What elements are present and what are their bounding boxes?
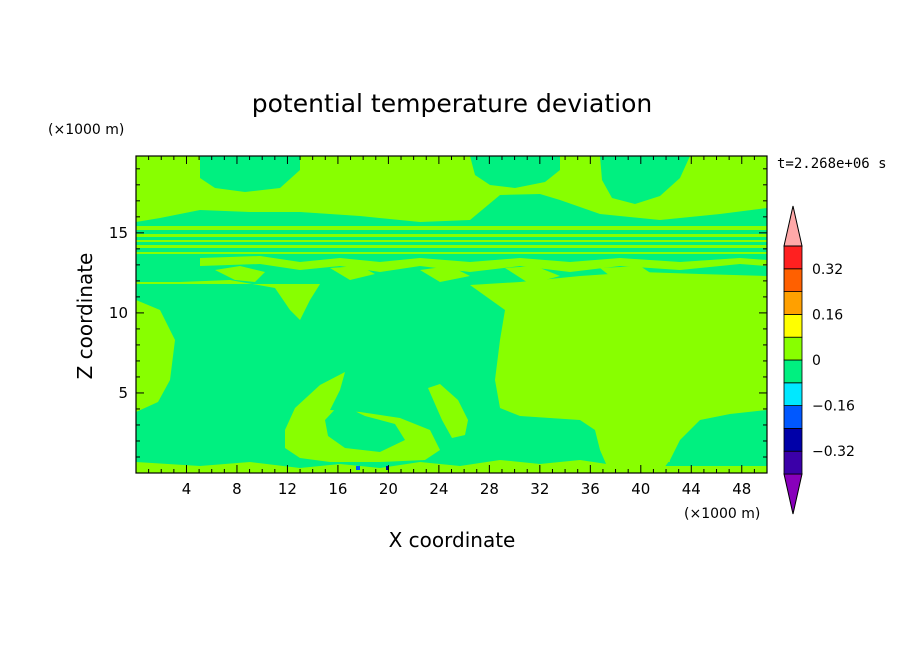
colorbar-swatch	[783, 450, 803, 475]
x-tick-label: 12	[278, 480, 297, 498]
y-axis: 5 10 15	[109, 168, 767, 458]
contour-lower-right-teal	[690, 418, 767, 473]
colorbar-tick-label: −0.32	[812, 444, 855, 460]
contour-blue-spot	[356, 466, 360, 470]
colorbar-swatch	[783, 245, 803, 270]
band-c	[136, 240, 767, 242]
contour-right-lime	[470, 272, 767, 473]
x-tick-label: 16	[328, 480, 347, 498]
band-e	[136, 252, 767, 254]
x-unit-label: (×1000 m)	[684, 506, 760, 522]
contour-left-lime	[136, 280, 320, 412]
y-unit-label: (×1000 m)	[48, 122, 124, 138]
x-tick-label: 20	[379, 480, 398, 498]
x-tick-label: 40	[631, 480, 650, 498]
x-tick-label: 8	[232, 480, 242, 498]
chart-title: potential temperature deviation	[252, 89, 652, 118]
x-tick-label: 24	[429, 480, 448, 498]
x-tick-label: 32	[530, 480, 549, 498]
contour-hook-left-inner	[325, 404, 405, 452]
y-tick-label: 15	[109, 224, 128, 242]
colorbar-tick-label: 0.16	[812, 307, 843, 323]
contour-field	[136, 156, 767, 473]
band-d	[136, 245, 767, 248]
x-tick-label: 48	[732, 480, 751, 498]
x-tick-label: 36	[581, 480, 600, 498]
band-wavy-1	[200, 256, 767, 272]
colorbar-swatch	[783, 336, 803, 361]
colorbar-tick-label: 0	[812, 353, 821, 369]
colorbar: 0.32 0.16 0 −0.16 −0.32	[783, 205, 855, 515]
colorbar-swatch	[783, 427, 803, 452]
contour-bottom-bits	[136, 460, 767, 473]
y-tick-label: 10	[109, 304, 128, 322]
colorbar-swatch	[783, 313, 803, 338]
contour-small-lime	[655, 442, 670, 462]
colorbar-swatch	[783, 359, 803, 384]
band-a	[136, 226, 767, 230]
contour-top-patch-right	[600, 156, 690, 204]
time-label: t=2.268e+06 s	[777, 156, 887, 172]
contour-top-patch-left	[200, 156, 300, 192]
contour-darkblue-spot	[386, 466, 389, 470]
colorbar-swatch	[783, 291, 803, 315]
y-axis-title: Z coordinate	[73, 253, 97, 380]
band-b	[136, 234, 767, 237]
x-axis-title: X coordinate	[389, 528, 516, 552]
colorbar-extend-high	[783, 205, 803, 247]
x-tick-label: 44	[682, 480, 701, 498]
x-tick-label: 28	[480, 480, 499, 498]
colorbar-tick-label: −0.16	[812, 399, 855, 415]
colorbar-tick-label: 0.32	[812, 262, 843, 278]
contour-hook-mid	[428, 384, 468, 438]
y-tick-label: 5	[118, 384, 128, 402]
colorbar-swatch	[783, 405, 803, 429]
colorbar-swatch	[783, 382, 803, 406]
colorbar-swatch	[783, 268, 803, 292]
colorbar-extend-low	[783, 473, 803, 515]
x-axis: 4 8 12 16 20 24 28 32 36 40 44 48	[148, 156, 755, 498]
contour-top-patch-mid	[470, 156, 560, 188]
x-tick-label: 4	[182, 480, 192, 498]
